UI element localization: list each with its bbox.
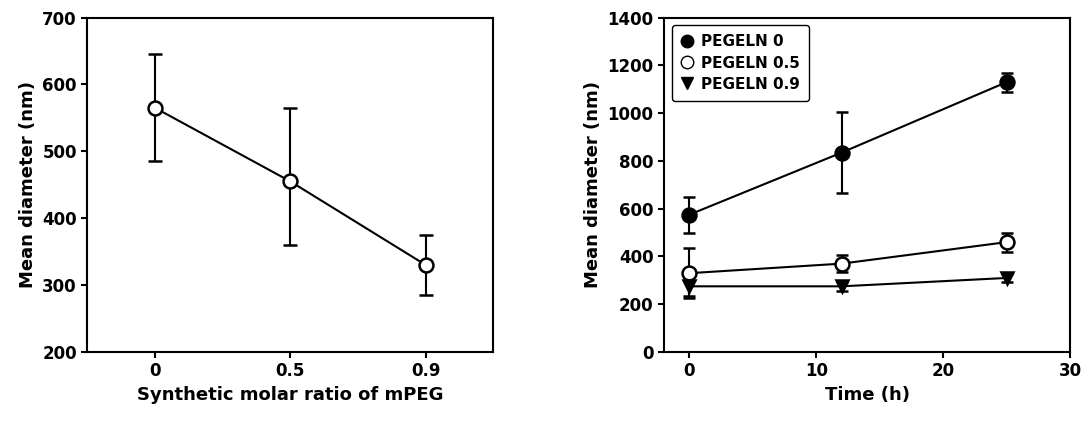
X-axis label: Synthetic molar ratio of mPEG: Synthetic molar ratio of mPEG — [138, 386, 443, 404]
Y-axis label: Mean diameter (nm): Mean diameter (nm) — [19, 81, 37, 288]
Y-axis label: Mean diameter (nm): Mean diameter (nm) — [584, 81, 602, 288]
X-axis label: Time (h): Time (h) — [824, 386, 910, 404]
Legend: PEGELN 0, PEGELN 0.5, PEGELN 0.9: PEGELN 0, PEGELN 0.5, PEGELN 0.9 — [672, 25, 809, 101]
